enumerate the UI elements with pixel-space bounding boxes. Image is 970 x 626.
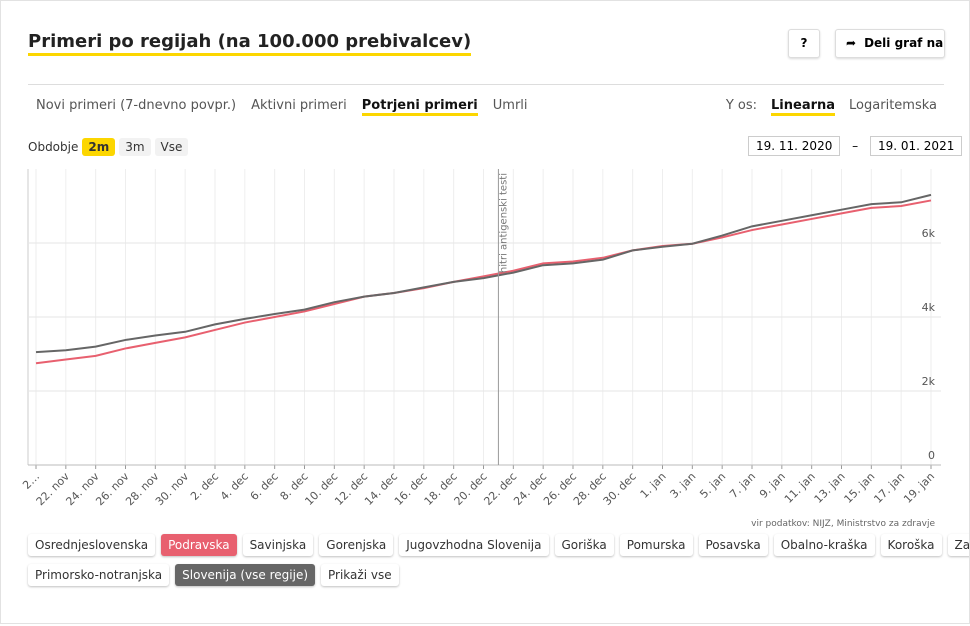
y-axis-option[interactable]: Linearna [771, 98, 836, 116]
divider [28, 84, 944, 85]
region-button[interactable]: Koroška [880, 534, 942, 556]
y-tick-label: 2k [922, 375, 936, 388]
x-tick-label: 2. dec [188, 470, 221, 503]
region-button[interactable]: Jugovzhodna Slovenija [399, 534, 549, 556]
x-tick-label: 30. nov [153, 470, 192, 506]
x-tick-label: 19. jan [901, 470, 937, 506]
tab[interactable]: Novi primeri (7-dnevno povpr.) [36, 98, 237, 113]
regions: Osrednjeslovenska Podravska Savinjska Goren… [28, 534, 969, 594]
date-separator: – [852, 139, 859, 153]
region-button[interactable]: Podravska [161, 534, 237, 556]
share-label: Deli graf na [864, 36, 944, 50]
region-button[interactable]: Osrednjeslovenska [28, 534, 156, 556]
region-button[interactable]: Pomurska [619, 534, 693, 556]
x-tick-label: 6. dec [248, 470, 281, 503]
tab[interactable]: Potrjeni primeri [361, 98, 478, 116]
y-tick-label: 4k [922, 301, 936, 314]
x-tick-label: 5. jan [697, 470, 728, 501]
x-tick-label: 4. dec [218, 470, 251, 503]
annotation-text: hitri antigenski testi [498, 173, 509, 273]
period-option[interactable]: 2m [82, 138, 116, 156]
region-button[interactable]: Posavska [698, 534, 768, 556]
period: Obdobje 2m 3m Vse [28, 138, 192, 156]
x-tick-label: 7. jan [727, 470, 758, 501]
x-tick-label: 2… [20, 470, 42, 492]
x-tick-label: 17. jan [871, 470, 907, 506]
x-tick-label: 3. jan [668, 470, 699, 501]
region-button[interactable]: Primorsko-notranjska [28, 564, 170, 586]
region-button[interactable]: Gorenjska [319, 534, 394, 556]
region-button[interactable]: Goriška [554, 534, 614, 556]
tabs: Novi primeri (7-dnevno povpr.) Aktivni pr… [36, 98, 543, 116]
region-button[interactable]: Obalno-kraška [773, 534, 875, 556]
series-line [35, 199, 932, 365]
period-option[interactable]: 3m [119, 138, 151, 156]
title: Primeri po regijah (na 100.000 prebivalc… [28, 31, 472, 56]
region-button[interactable]: Savinjska [242, 534, 314, 556]
y-axis-switch: Y os: Linearna Logaritemska [725, 98, 937, 116]
tab[interactable]: Aktivni primeri [251, 98, 347, 113]
x-tick-label: 11. jan [782, 470, 818, 506]
x-tick-label: 1. jan [638, 470, 669, 501]
y-axis-option[interactable]: Logaritemska [849, 98, 937, 113]
date-from[interactable]: 19. 11. 2020 [748, 136, 841, 156]
source: vir podatkov: NIJZ, Ministrstvo za zdrav… [751, 519, 935, 529]
y-tick-label: 0 [928, 449, 935, 462]
share-button[interactable]: ➦ Deli graf na [835, 29, 945, 58]
tab[interactable]: Umrli [492, 98, 528, 113]
region-button[interactable]: Zasavska [947, 534, 969, 556]
date-range: 19. 11. 2020 – 19. 01. 2021 [748, 136, 963, 156]
x-tick-label: 15. jan [842, 470, 878, 506]
y-tick-label: 6k [922, 227, 936, 240]
x-tick-label: 13. jan [812, 470, 848, 506]
x-tick-label: 30. dec [601, 470, 639, 506]
y-axis-label: Y os: [725, 98, 758, 113]
region-button[interactable]: Slovenija (vse regije) [175, 564, 316, 586]
period-label: Obdobje [28, 140, 79, 154]
series-line [35, 193, 932, 354]
region-button[interactable]: Prikaži vse [321, 564, 399, 586]
period-option[interactable]: Vse [154, 138, 189, 156]
help-button[interactable]: ? [788, 29, 820, 58]
date-to[interactable]: 19. 01. 2021 [870, 136, 963, 156]
